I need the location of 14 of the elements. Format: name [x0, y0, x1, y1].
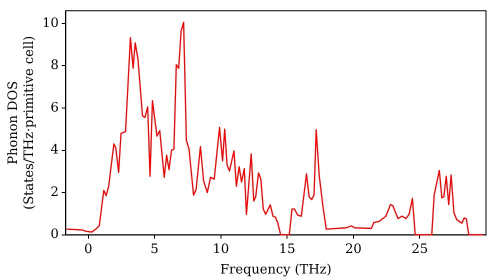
y-axis-title: Phonon DOS (States/THz·primitive cell)	[6, 36, 37, 210]
x-tick-label: 10	[212, 242, 230, 257]
x-axis-title: Frequency (THz)	[220, 262, 332, 278]
x-tick-label: 15	[278, 242, 296, 257]
x-tick-label: 25	[411, 242, 428, 257]
x-tick-label: 5	[150, 242, 159, 257]
y-tick-label: 2	[50, 184, 59, 200]
y-tick-label: 6	[50, 100, 59, 116]
x-tick-label: 20	[345, 242, 362, 257]
y-tick-label: 10	[42, 16, 59, 31]
y-tick-label: 4	[50, 142, 59, 158]
x-tick-label: 0	[84, 242, 92, 257]
y-tick-label: 8	[50, 58, 59, 74]
y-tick-label: 0	[50, 227, 59, 242]
